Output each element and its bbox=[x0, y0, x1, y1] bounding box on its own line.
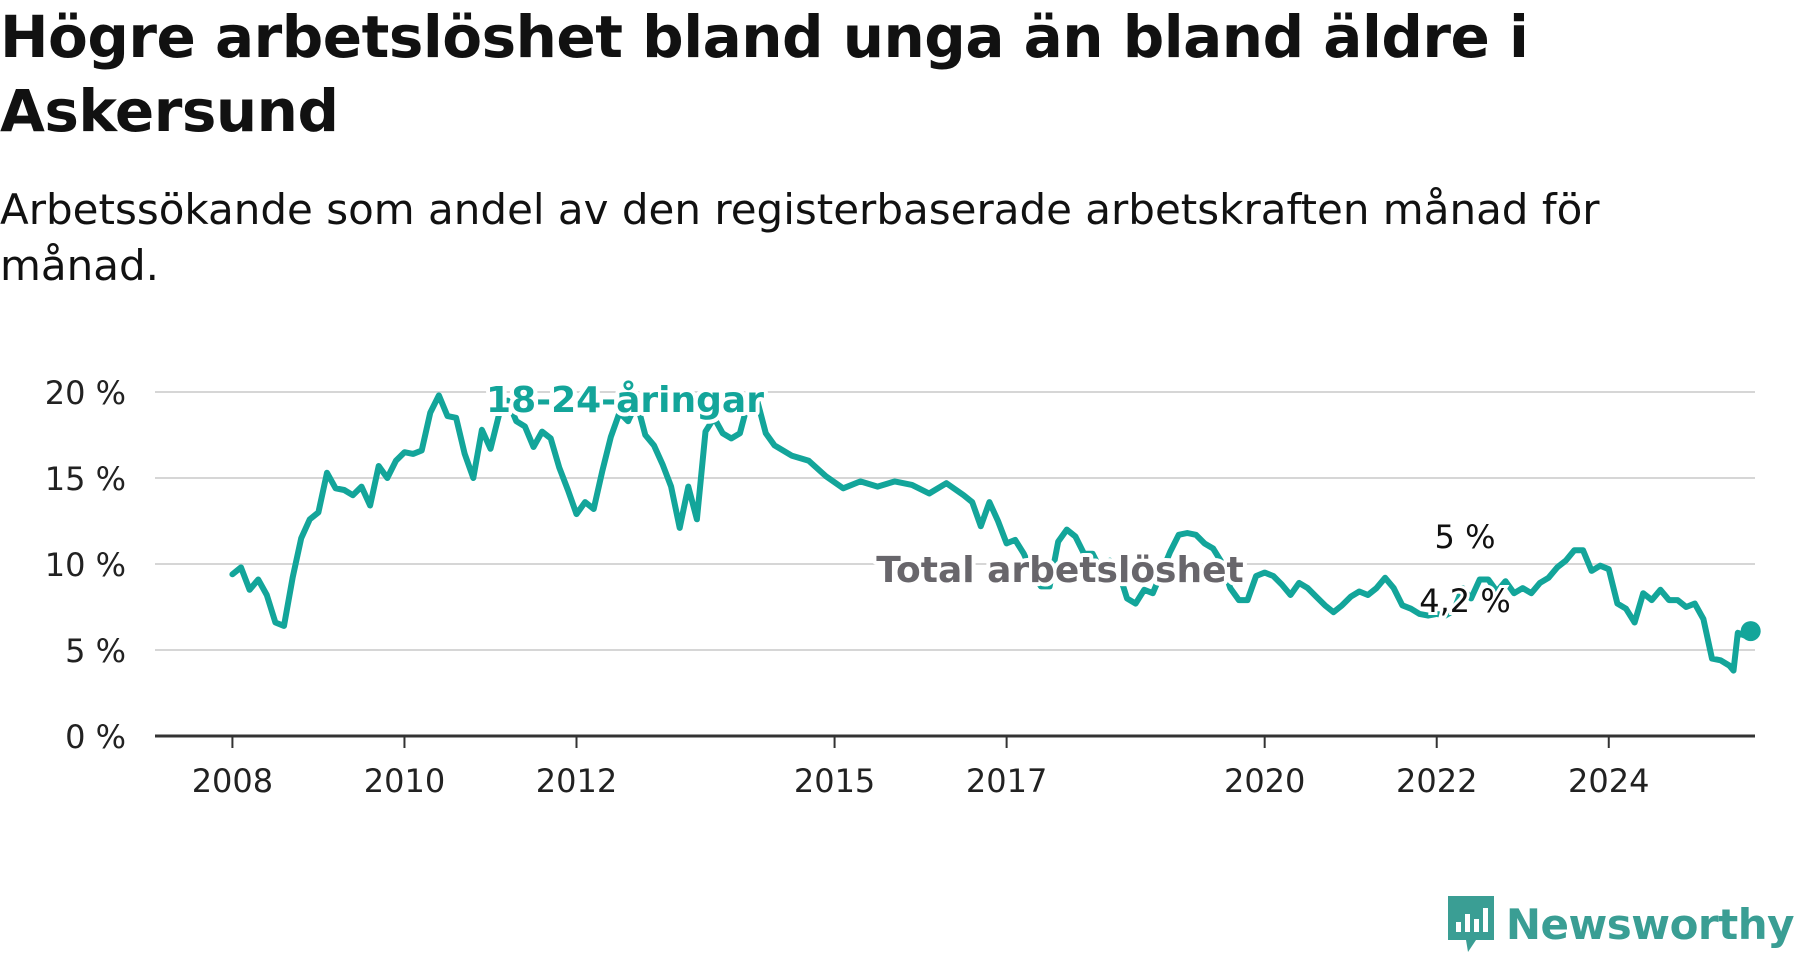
chart-grid bbox=[155, 391, 1755, 651]
x-tick-label: 2017 bbox=[966, 762, 1047, 800]
y-tick-label: 5 % bbox=[65, 632, 126, 670]
line-chart: 0 %5 %10 %15 %20 % 2008 2010 2012 2015 2017 2… bbox=[45, 374, 1761, 800]
y-tick-label: 10 % bbox=[45, 546, 126, 584]
x-tick-label: 2022 bbox=[1396, 762, 1477, 800]
x-tick-label: 2008 bbox=[192, 762, 273, 800]
y-tick-label: 15 % bbox=[45, 460, 126, 498]
chart-subtitle: Arbetssökande som andel av den registerb… bbox=[0, 185, 1600, 290]
y-tick-label: 20 % bbox=[45, 374, 126, 412]
series-name-label-1: Total arbetslöshet bbox=[876, 550, 1244, 591]
x-tick-label: 2010 bbox=[364, 762, 445, 800]
series-lines bbox=[229, 392, 1761, 674]
newsworthy-logo-icon bbox=[1447, 896, 1494, 952]
series-labels: 18-24-åringar Total arbetslöshet 5 % 4,2 % bbox=[482, 376, 1514, 623]
x-tick-label: 2024 bbox=[1568, 762, 1649, 800]
series-line-0 bbox=[229, 392, 1754, 674]
series-name-label-0: 18-24-åringar bbox=[486, 380, 764, 421]
series-end-marker-0 bbox=[1740, 621, 1761, 642]
chart-title: Högre arbetslöshet bland unga än bland ä… bbox=[0, 3, 1529, 145]
y-tick-label: 0 % bbox=[65, 718, 126, 756]
series-end-label-0: 5 % bbox=[1435, 518, 1496, 556]
x-axis: 2008 2010 2012 2015 2017 2020 2022 2024 bbox=[155, 734, 1755, 800]
series-end-label-1: 4,2 % bbox=[1419, 582, 1510, 620]
newsworthy-wordmark: Newsworthy bbox=[1505, 899, 1795, 949]
x-tick-label: 2015 bbox=[794, 762, 875, 800]
y-axis: 0 % 5 % 10 % 15 % 20 % bbox=[45, 374, 126, 756]
newsworthy-brand: Newsworthy bbox=[1446, 894, 1795, 954]
x-tick-label: 2012 bbox=[536, 762, 617, 800]
x-tick-label: 2020 bbox=[1224, 762, 1305, 800]
